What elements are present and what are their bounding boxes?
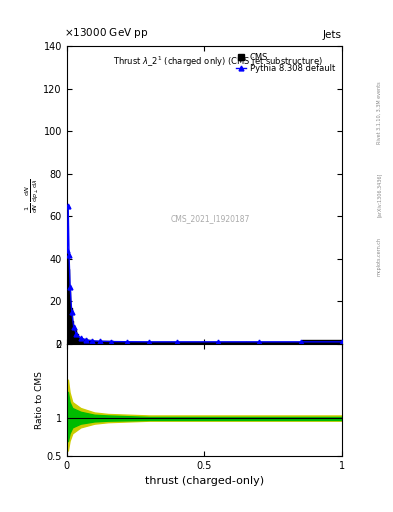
Line: Pythia 8.308 default: Pythia 8.308 default <box>65 203 344 344</box>
Text: [arXiv:1306.3436]: [arXiv:1306.3436] <box>377 173 382 217</box>
Pythia 8.308 default <box>67 251 72 258</box>
Text: Rivet 3.1.10, 3.3M events: Rivet 3.1.10, 3.3M events <box>377 81 382 144</box>
Text: Jets: Jets <box>323 30 342 40</box>
Pythia 8.308 default <box>216 339 220 345</box>
X-axis label: thrust (charged-only): thrust (charged-only) <box>145 476 264 486</box>
Y-axis label: Ratio to CMS: Ratio to CMS <box>35 371 44 429</box>
Pythia 8.308 default <box>298 339 303 345</box>
Pythia 8.308 default <box>66 203 71 209</box>
Text: mcplots.cern.ch: mcplots.cern.ch <box>377 237 382 275</box>
Pythia 8.308 default <box>89 338 94 344</box>
Pythia 8.308 default <box>70 309 74 315</box>
Pythia 8.308 default <box>257 339 262 345</box>
Pythia 8.308 default <box>84 337 88 343</box>
Y-axis label: $\frac{1}{\mathrm{d}N}\,\frac{\mathrm{d}N}{\mathrm{d}p_\perp\,\mathrm{d}\lambda}: $\frac{1}{\mathrm{d}N}\,\frac{\mathrm{d}… <box>23 178 40 212</box>
Pythia 8.308 default <box>72 324 76 330</box>
Pythia 8.308 default <box>147 339 152 345</box>
Text: Thrust $\lambda\_2^1$ (charged only) (CMS jet substructure): Thrust $\lambda\_2^1$ (charged only) (CM… <box>113 55 323 70</box>
Pythia 8.308 default <box>174 339 179 345</box>
Text: $\times$13000 GeV pp: $\times$13000 GeV pp <box>64 26 149 40</box>
Pythia 8.308 default <box>97 338 102 344</box>
Pythia 8.308 default <box>340 339 344 345</box>
Pythia 8.308 default <box>74 331 79 337</box>
Pythia 8.308 default <box>125 338 130 345</box>
Pythia 8.308 default <box>65 247 70 253</box>
Pythia 8.308 default <box>68 284 72 290</box>
Pythia 8.308 default <box>78 335 83 341</box>
Legend: CMS, Pythia 8.308 default: CMS, Pythia 8.308 default <box>233 50 338 76</box>
Pythia 8.308 default <box>108 338 113 345</box>
Text: CMS_2021_I1920187: CMS_2021_I1920187 <box>170 215 250 223</box>
